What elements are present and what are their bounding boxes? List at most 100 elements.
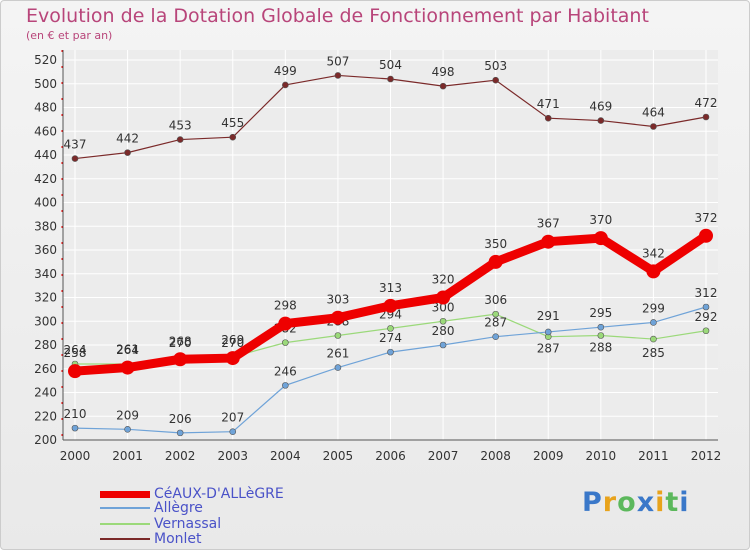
x-tick-label: 2011 — [638, 449, 669, 463]
data-label: 298 — [274, 299, 297, 313]
data-label: 313 — [379, 281, 402, 295]
data-label: 370 — [589, 213, 612, 227]
data-point — [124, 149, 131, 156]
data-label: 246 — [274, 364, 297, 378]
logo-letter: r — [602, 487, 618, 518]
data-label: 504 — [379, 58, 402, 72]
data-label: 455 — [221, 116, 244, 130]
data-label: 206 — [169, 412, 192, 426]
y-tick-label: 400 — [34, 196, 57, 210]
data-label: 300 — [432, 300, 455, 314]
data-label: 453 — [169, 119, 192, 133]
legend-swatch — [100, 507, 150, 509]
legend-label: Monlet — [154, 531, 202, 547]
data-label: 499 — [274, 64, 297, 78]
data-point — [541, 234, 556, 249]
y-tick-label: 380 — [34, 219, 57, 233]
data-label: 287 — [484, 316, 507, 330]
logo-letter: t — [665, 487, 680, 518]
data-point — [439, 341, 447, 349]
legend-item-allegre: Allègre — [100, 500, 203, 516]
data-point — [176, 136, 184, 143]
legend-swatch — [100, 490, 150, 498]
legend-label: Vernassal — [154, 516, 222, 532]
data-point — [702, 303, 710, 311]
y-tick-label: 460 — [34, 124, 57, 138]
y-tick-label: 360 — [34, 243, 57, 257]
data-label: 437 — [64, 138, 87, 152]
data-point — [282, 339, 289, 346]
data-point — [593, 231, 608, 246]
data-point — [544, 328, 552, 336]
data-label: 320 — [432, 273, 455, 287]
data-point — [229, 133, 237, 141]
data-point — [597, 332, 605, 339]
y-tick-label: 220 — [34, 409, 57, 423]
data-label: 464 — [642, 106, 665, 120]
proxiti-logo: Proxiti — [582, 487, 690, 518]
data-label: 270 — [221, 336, 244, 350]
data-label: 264 — [64, 343, 87, 357]
data-point — [330, 310, 345, 325]
x-tick-label: 2000 — [60, 449, 91, 463]
data-point — [383, 298, 398, 313]
data-label: 210 — [64, 407, 87, 421]
y-tick-label: 520 — [34, 53, 57, 67]
y-tick-label: 300 — [34, 314, 57, 328]
data-label: 270 — [169, 336, 192, 350]
data-point — [492, 76, 499, 84]
legend-swatch — [100, 523, 150, 525]
data-point — [492, 310, 499, 318]
line-chart: 200 220 240 260 280 300 320 340 360 380 400 420 440 4… — [34, 50, 722, 463]
data-point — [278, 316, 293, 331]
data-label: 312 — [695, 286, 718, 300]
x-tick-label: 2001 — [112, 449, 143, 463]
logo-letter: x — [636, 487, 656, 518]
x-tick-label: 2012 — [691, 449, 722, 463]
x-tick-label: 2008 — [480, 449, 511, 463]
data-label: 268 — [169, 334, 192, 348]
data-point — [176, 429, 184, 437]
data-label: 291 — [537, 309, 560, 323]
chart-subtitle: (en € et par an) — [26, 29, 113, 42]
data-label: 274 — [379, 331, 402, 345]
data-point — [439, 82, 447, 90]
data-label: 261 — [326, 347, 349, 361]
x-tick-label: 2010 — [586, 449, 617, 463]
y-tick-label: 340 — [34, 267, 57, 281]
x-tick-label: 2003 — [217, 449, 248, 463]
chart-title: Evolution de la Dotation Globale de Fonc… — [26, 5, 649, 27]
data-point — [436, 290, 451, 305]
data-point — [71, 155, 79, 162]
data-label: 269 — [221, 333, 244, 347]
data-point — [597, 323, 605, 331]
legend-item-monlet: Monlet — [100, 531, 202, 547]
data-label: 303 — [326, 293, 349, 307]
data-label: 306 — [484, 293, 507, 307]
legend-label: CéAUX-D'ALLèGRE — [154, 486, 284, 502]
data-point — [387, 75, 394, 83]
y-tick-label: 260 — [34, 362, 57, 376]
data-point — [650, 319, 657, 326]
data-label: 287 — [537, 342, 560, 356]
data-point — [544, 114, 552, 122]
y-tick-label: 440 — [34, 148, 57, 162]
x-tick-label: 2005 — [323, 449, 354, 463]
data-label: 288 — [589, 341, 612, 355]
data-point — [68, 364, 82, 379]
data-label: 207 — [221, 411, 244, 425]
data-label: 209 — [116, 408, 139, 422]
data-point — [229, 428, 237, 435]
data-point — [646, 264, 661, 279]
data-point — [334, 364, 342, 371]
data-label: 372 — [695, 211, 718, 225]
data-point — [597, 117, 605, 124]
data-point — [699, 228, 713, 243]
y-tick-label: 280 — [34, 338, 57, 352]
logo-letter: P — [582, 487, 603, 518]
x-tick-label: 2007 — [428, 449, 459, 463]
logo-letter: o — [617, 487, 637, 518]
y-tick-label: 200 — [34, 433, 57, 447]
data-label: 367 — [537, 217, 560, 231]
data-point — [71, 424, 79, 432]
